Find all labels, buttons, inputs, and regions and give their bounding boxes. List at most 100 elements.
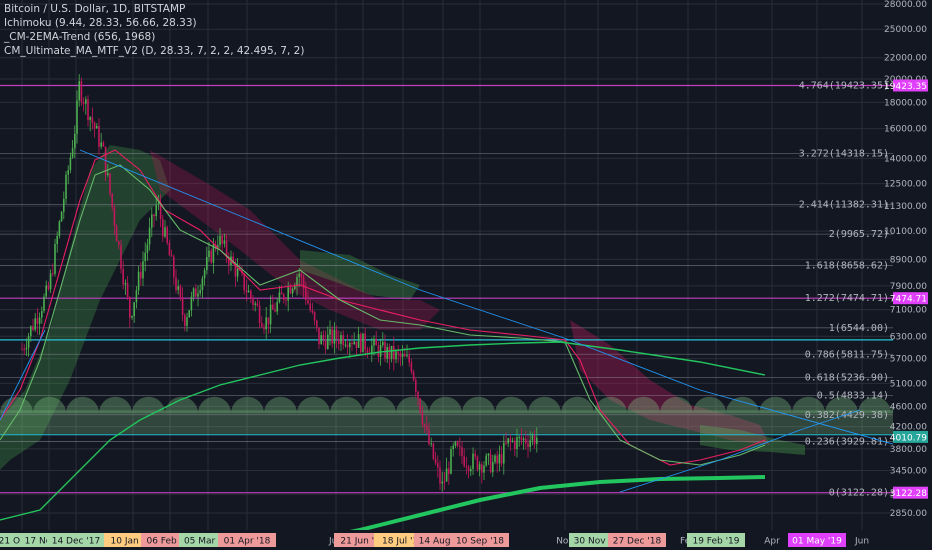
cloud-band — [150, 150, 440, 330]
candle-body — [291, 288, 294, 294]
candle-body — [82, 101, 85, 104]
support-zone-arc — [429, 396, 462, 414]
candle-body — [353, 341, 355, 344]
price-tick-label: 5700.00 — [890, 355, 927, 365]
candle-body — [122, 268, 124, 285]
fib-level-label: 2(9965.72) — [829, 229, 889, 240]
time-label-badge — [47, 533, 105, 547]
candle-body — [144, 252, 146, 262]
support-zone-arc — [198, 396, 231, 414]
candle-body — [269, 304, 272, 325]
candle-body — [529, 440, 531, 448]
time-tick-label: 30 Nov '18 — [574, 537, 623, 547]
candle-body — [41, 311, 43, 318]
candle-body — [126, 283, 129, 298]
candle-body — [476, 456, 479, 470]
candle-body — [331, 329, 333, 344]
price-tick-label: 25000.00 — [884, 25, 927, 35]
candle-body — [309, 303, 311, 311]
candle-body — [342, 335, 344, 346]
ichimoku-legend[interactable]: Ichimoku (9.44, 28.33, 56.66, 28.33) — [4, 17, 197, 29]
candle-body — [32, 326, 34, 330]
price-tick-label: 18000.00 — [884, 98, 927, 108]
price-tag-label: 4010.79 — [890, 433, 927, 443]
candle-body — [503, 442, 505, 464]
candle-body — [247, 290, 250, 293]
candle-body — [203, 270, 206, 279]
support-zone-arc — [231, 396, 264, 414]
candle-body — [96, 125, 98, 129]
candle-body — [164, 227, 166, 237]
time-tick-label: 14 Aug '18 — [419, 537, 468, 547]
price-tick-label: 11300.00 — [884, 202, 927, 212]
support-zone-arc — [594, 396, 627, 414]
price-tick-label: 12500.00 — [884, 180, 927, 190]
support-zone-arc — [363, 396, 396, 414]
candle-body — [63, 198, 65, 212]
support-zone-arc — [462, 396, 495, 414]
support-zone-arc — [99, 396, 132, 414]
candle-body — [481, 464, 483, 473]
candle-body — [346, 344, 349, 348]
candle-body — [148, 227, 151, 245]
candle-body — [386, 347, 388, 359]
price-tick-label: 3450.00 — [890, 466, 927, 476]
candle-body — [107, 173, 109, 176]
fibonacci-levels: 4.764(19423.35) 3.272(14318.15) 2.414(1138… — [0, 80, 893, 499]
price-tick-label: 10100.00 — [884, 227, 927, 237]
candle-body — [225, 240, 228, 257]
support-zone-arc — [66, 396, 99, 414]
time-tick-label: 19 Feb '19 — [692, 537, 739, 547]
cloud-band — [300, 250, 420, 300]
candle-body — [492, 462, 494, 473]
candle-body — [58, 221, 61, 236]
candle-body — [243, 273, 245, 291]
candle-body — [283, 294, 285, 300]
support-zone-arc — [264, 396, 297, 414]
long-green-ma — [0, 341, 766, 521]
trend-line — [0, 329, 46, 421]
candle-body — [34, 318, 36, 330]
candle-body — [223, 240, 226, 244]
time-tick-label: 01 Apr '18 — [224, 537, 271, 547]
candle-body — [366, 349, 369, 353]
candle-body — [329, 329, 331, 335]
candle-body — [388, 347, 391, 359]
symbol-title[interactable]: Bitcoin / U.S. Dollar, 1D, BITSTAMP — [4, 3, 186, 15]
price-axis[interactable]: 28000.0025000.0022000.0020000.0018000.00… — [884, 0, 932, 530]
candle-body — [408, 355, 410, 363]
candle-body — [91, 117, 94, 123]
candle-body — [201, 278, 204, 291]
price-tick-label: 5100.00 — [890, 379, 927, 389]
candle-body — [445, 468, 448, 482]
ultimate-ma-legend[interactable]: CM_Ultimate_MA_MTF_V2 (D, 28.33, 7, 2, 2… — [4, 45, 305, 57]
candle-body — [474, 453, 476, 457]
candle-body — [311, 310, 314, 312]
time-tick-label: 10 Sep '18 — [456, 537, 504, 547]
candle-body — [441, 481, 443, 484]
candle-body — [85, 99, 87, 104]
ema-trend-legend[interactable]: _CM-2EMA-Trend (656, 1968) — [4, 31, 156, 43]
price-tick-label: 7900.00 — [890, 282, 927, 292]
time-label-badge — [451, 533, 509, 547]
candle-body — [153, 214, 155, 217]
ichimoku-cloud — [0, 145, 924, 470]
price-tag-label: 19423.35 — [884, 82, 927, 92]
time-label-badge — [788, 533, 846, 547]
moving-averages — [0, 149, 932, 542]
candle-body — [254, 303, 256, 305]
candle-body — [188, 310, 190, 318]
candle-body — [272, 304, 274, 310]
candle-body — [124, 283, 127, 285]
fib-level-label: 0.786(5811.75) — [805, 349, 889, 360]
candle-body — [399, 353, 402, 358]
candle-body — [45, 285, 47, 297]
candle-body — [60, 211, 63, 222]
candle-body — [467, 467, 470, 472]
time-tick-label: 14 Dec '17 — [52, 537, 101, 547]
support-zone-arc — [165, 396, 198, 414]
candle-body — [74, 133, 76, 149]
candle-body — [181, 297, 184, 315]
